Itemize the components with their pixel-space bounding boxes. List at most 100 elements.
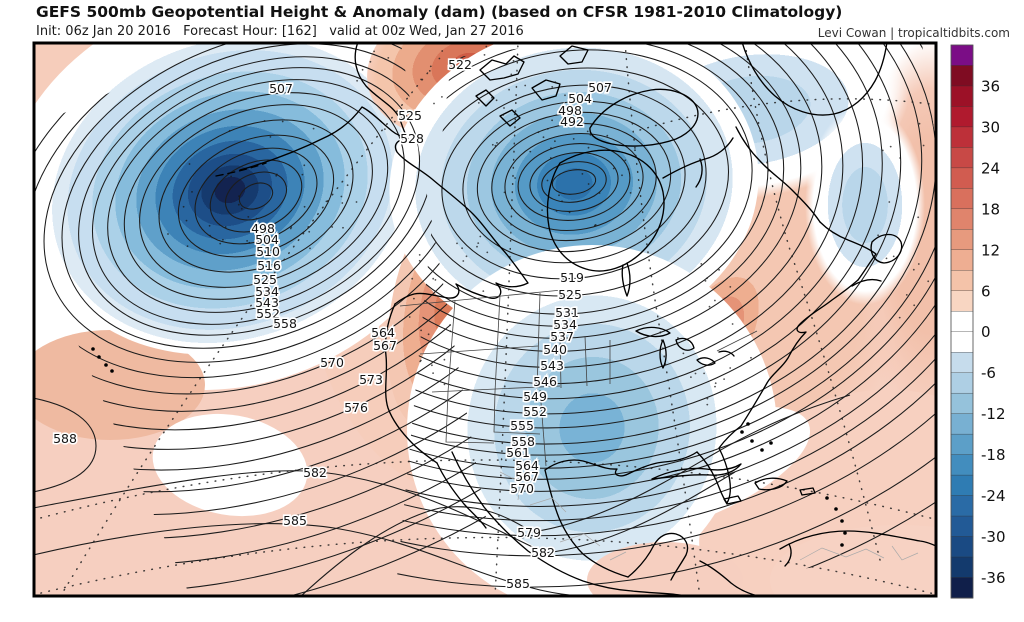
stipple-dot bbox=[708, 305, 711, 308]
height-contour bbox=[34, 43, 615, 493]
stipple-dot bbox=[312, 127, 315, 130]
stipple-dot bbox=[486, 251, 489, 254]
contour-label: 588 bbox=[53, 431, 77, 446]
stipple-dot bbox=[627, 168, 630, 171]
stipple-dot bbox=[877, 234, 879, 237]
stipple-dot bbox=[269, 136, 272, 138]
contour-label: 555 bbox=[510, 418, 534, 433]
island-speck bbox=[843, 531, 847, 535]
contour-label: 492 bbox=[560, 114, 584, 129]
stipple-dot bbox=[303, 164, 306, 167]
contour-label: 525 bbox=[558, 287, 582, 302]
us-gulf-coast bbox=[544, 451, 698, 477]
colorbar-segment bbox=[950, 556, 974, 579]
island-speck bbox=[750, 439, 754, 443]
stipple-dot bbox=[420, 78, 422, 81]
colorbar-segment bbox=[950, 229, 974, 251]
stipple-dot bbox=[301, 173, 304, 176]
stipple-dot bbox=[219, 242, 222, 245]
stipple-dot bbox=[413, 297, 415, 300]
graticule-group bbox=[34, 43, 936, 596]
stipple-dot bbox=[434, 279, 437, 281]
florida-coast bbox=[696, 425, 742, 504]
island-speck bbox=[840, 519, 844, 523]
contour-labels-group: 5075225255284985045105165255345435525585… bbox=[51, 55, 613, 592]
stipple-dot bbox=[881, 149, 884, 152]
stipple-dot bbox=[677, 337, 679, 339]
page-title: GEFS 500mb Geopotential Height & Anomaly… bbox=[36, 3, 843, 21]
colorbar-segment bbox=[950, 311, 974, 333]
stipple-dot bbox=[598, 192, 601, 194]
contour-label: 582 bbox=[531, 545, 555, 560]
stipple-dot bbox=[495, 99, 498, 102]
stipple-dot bbox=[546, 127, 549, 130]
stipple-dot bbox=[503, 107, 505, 109]
colorbar-segment bbox=[950, 474, 974, 497]
height-contour bbox=[529, 152, 619, 212]
island-speck bbox=[746, 422, 750, 426]
credit-text: Levi Cowan | tropicaltidbits.com bbox=[817, 26, 1010, 40]
height-contour bbox=[476, 111, 672, 253]
stipple-dot bbox=[275, 174, 278, 177]
stipple-dot bbox=[885, 257, 888, 260]
contour-label: 582 bbox=[303, 465, 327, 480]
colorbar-segment bbox=[950, 331, 974, 353]
stipple-dot bbox=[593, 224, 596, 227]
hudson-strait bbox=[662, 137, 734, 179]
stipple-dot bbox=[361, 68, 364, 71]
island-speck bbox=[840, 543, 844, 547]
stipple-dot bbox=[479, 235, 482, 238]
stipple-dot bbox=[723, 378, 725, 380]
colorbar-border bbox=[950, 44, 974, 599]
stipple-dot bbox=[412, 21, 414, 23]
stipple-dot bbox=[341, 202, 344, 204]
stipple-dot bbox=[694, 372, 697, 375]
mexico-state-borders-group bbox=[499, 471, 919, 561]
stipple-dot bbox=[898, 316, 901, 319]
stipple-dot bbox=[587, 146, 590, 149]
colorbar-tick-label: -6 bbox=[981, 364, 996, 382]
contour-label: 525 bbox=[398, 108, 422, 123]
stipple-dot bbox=[429, 65, 432, 68]
height-contour bbox=[194, 147, 318, 245]
height-contour bbox=[238, 182, 274, 210]
stipple-dot bbox=[492, 14, 494, 16]
stipple-dot bbox=[892, 255, 895, 258]
stipple-dot bbox=[208, 224, 211, 227]
contour-label: 504 bbox=[255, 232, 279, 247]
contour-label: 576 bbox=[344, 400, 368, 415]
contour-label: 525 bbox=[253, 272, 277, 287]
colorbar-tick-label: 24 bbox=[981, 159, 1000, 177]
stipple-dot bbox=[369, 60, 372, 63]
height-contour bbox=[34, 43, 615, 593]
height-contour bbox=[314, 43, 936, 522]
state-borders-group bbox=[399, 289, 758, 467]
stipple-dot bbox=[718, 269, 720, 271]
colorbar-tick-label: 30 bbox=[981, 118, 1000, 136]
stipple-dot bbox=[554, 140, 556, 143]
stipple-dot bbox=[340, 195, 343, 198]
contour-label: 519 bbox=[560, 270, 584, 285]
stipple-dot bbox=[502, 114, 505, 116]
height-contour bbox=[314, 43, 936, 456]
stipple-dot bbox=[222, 238, 224, 241]
arctic-island bbox=[559, 45, 589, 65]
stipple-dot bbox=[461, 247, 463, 250]
stipple-dot bbox=[418, 259, 421, 262]
stipple-dot bbox=[420, 359, 422, 362]
stipple-dot bbox=[418, 254, 421, 256]
stipple-dot bbox=[750, 356, 752, 359]
height-contour bbox=[314, 43, 936, 557]
contour-label: 570 bbox=[510, 481, 534, 496]
colorbar-segment bbox=[950, 290, 974, 312]
stipple-dot bbox=[706, 403, 709, 406]
labrador-coast bbox=[735, 126, 821, 223]
aleutian-islands bbox=[215, 162, 267, 177]
height-contour bbox=[314, 43, 902, 429]
contour-label: 498 bbox=[558, 103, 582, 118]
contour-label: 564 bbox=[371, 325, 395, 340]
colorbar-tick-label: -24 bbox=[981, 487, 1006, 505]
colorbar-tick-label: -12 bbox=[981, 405, 1006, 423]
height-contour bbox=[224, 171, 288, 221]
stipple-dot bbox=[462, 260, 465, 262]
